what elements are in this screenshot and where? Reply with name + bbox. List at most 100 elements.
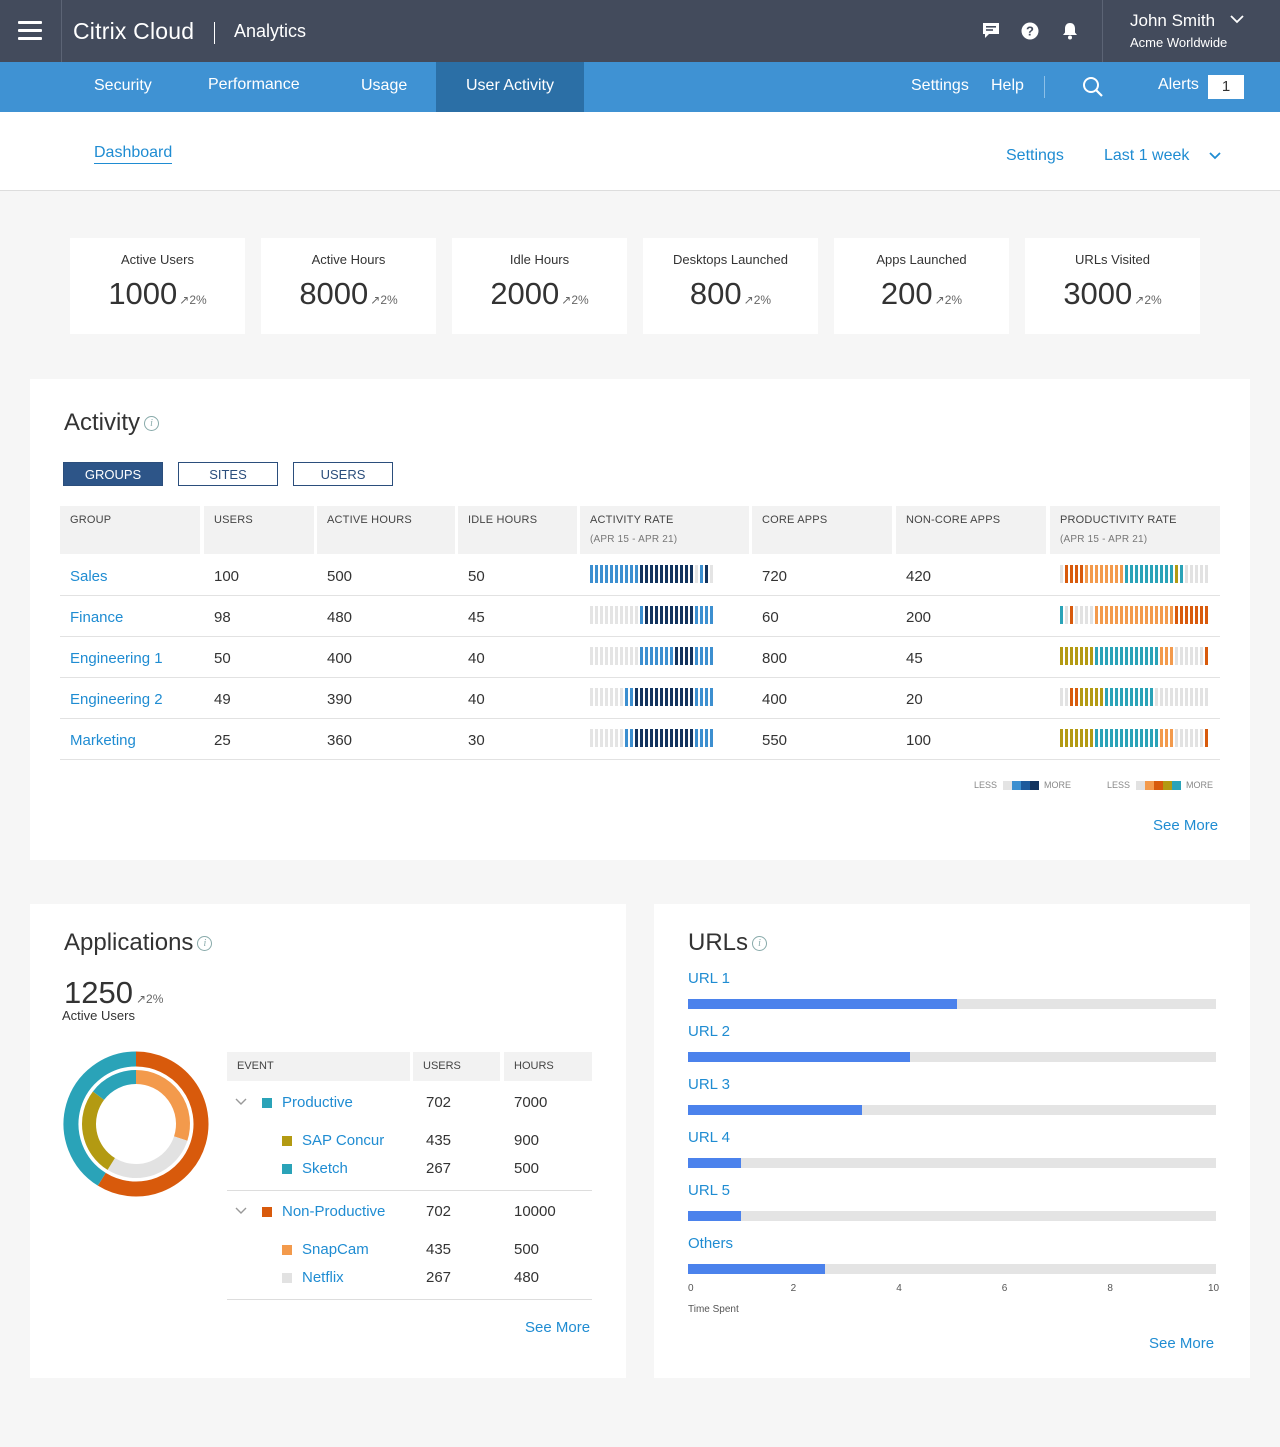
column-header[interactable]: IDLE HOURS: [458, 506, 577, 554]
kpi-card[interactable]: Idle Hours 2000 ↗2%: [452, 238, 627, 334]
donut-outer-segment[interactable]: [97, 1051, 209, 1197]
alerts-link[interactable]: Alerts: [1158, 76, 1199, 93]
idle-hours-cell: 45: [468, 609, 485, 626]
donut-inner-segment[interactable]: [82, 1091, 116, 1170]
dashboard-link[interactable]: Dashboard: [94, 144, 173, 164]
url-bar[interactable]: [688, 1158, 741, 1168]
url-link[interactable]: URL 4: [688, 1129, 730, 1146]
table-row[interactable]: Engineering 2 49 390 40 400 20: [60, 678, 1220, 719]
productivity-rate-bar: [1195, 606, 1198, 624]
url-link[interactable]: URL 3: [688, 1076, 730, 1093]
productivity-rate-bar: [1185, 565, 1188, 583]
activity-see-more-link[interactable]: See More: [1153, 817, 1219, 834]
url-link[interactable]: URL 2: [688, 1023, 730, 1040]
productivity-rate-bar: [1095, 688, 1098, 706]
url-bar-track: [688, 999, 1216, 1009]
applications-see-more-link[interactable]: See More: [525, 1319, 591, 1336]
hamburger-menu-icon[interactable]: [18, 21, 42, 41]
chevron-down-icon[interactable]: [1230, 14, 1244, 24]
tab-usage[interactable]: Usage: [361, 77, 408, 94]
chevron-down-icon[interactable]: [235, 1098, 247, 1106]
productivity-rate-bar: [1080, 606, 1083, 624]
tab-user-activity[interactable]: User Activity: [436, 62, 584, 112]
sites-toggle[interactable]: SITES: [178, 462, 278, 486]
period-dropdown[interactable]: Last 1 week: [1104, 147, 1190, 164]
help-link[interactable]: Help: [991, 77, 1024, 94]
table-row[interactable]: Finance 98 480 45 60 200: [60, 596, 1220, 637]
tab-performance[interactable]: Performance: [208, 76, 300, 93]
productivity-rate-bar: [1185, 688, 1188, 706]
productivity-rate-bars: [1060, 565, 1210, 583]
url-bar[interactable]: [688, 1052, 910, 1062]
table-row[interactable]: Sales 100 500 50 720 420: [60, 555, 1220, 596]
donut-inner-segment[interactable]: [92, 1070, 137, 1101]
kpi-card[interactable]: Desktops Launched 800 ↗2%: [643, 238, 818, 334]
column-header[interactable]: ACTIVITY RATE (APR 15 - APR 21): [580, 506, 749, 554]
url-bar[interactable]: [688, 1211, 741, 1221]
url-link[interactable]: URL 5: [688, 1182, 730, 1199]
bell-icon[interactable]: [1061, 22, 1079, 40]
settings-link[interactable]: Settings: [911, 77, 969, 94]
column-header[interactable]: PRODUCTIVITY RATE (APR 15 - APR 21): [1050, 506, 1220, 554]
kpi-card[interactable]: Active Hours 8000 ↗2%: [261, 238, 436, 334]
column-header[interactable]: USERS: [204, 506, 314, 554]
groups-toggle[interactable]: GROUPS: [63, 462, 163, 486]
info-icon[interactable]: i: [197, 936, 213, 952]
chevron-down-icon[interactable]: [235, 1207, 247, 1215]
table-row[interactable]: Marketing 25 360 30 550 100: [60, 719, 1220, 760]
productivity-rate-bar: [1100, 729, 1103, 747]
activity-rate-bar: [605, 729, 608, 747]
kpi-card[interactable]: Active Users 1000 ↗2%: [70, 238, 245, 334]
kpi-card[interactable]: URLs Visited 3000 ↗2%: [1025, 238, 1200, 334]
url-link[interactable]: Others: [688, 1235, 734, 1252]
info-icon[interactable]: i: [752, 936, 768, 952]
applications-title: Applications i: [64, 929, 213, 957]
productivity-rate-bar: [1115, 688, 1118, 706]
urls-see-more-link[interactable]: See More: [1149, 1335, 1215, 1352]
column-header[interactable]: NON-CORE APPS: [896, 506, 1046, 554]
activity-rate-bar: [655, 688, 658, 706]
search-icon[interactable]: [1082, 76, 1104, 98]
tab-security[interactable]: Security: [94, 77, 152, 94]
chat-icon[interactable]: [982, 22, 1000, 40]
help-icon[interactable]: ?: [1021, 22, 1039, 40]
url-link[interactable]: URL 1: [688, 970, 730, 987]
group-link[interactable]: Marketing: [70, 732, 136, 749]
column-header[interactable]: CORE APPS: [752, 506, 892, 554]
info-icon[interactable]: i: [144, 416, 160, 432]
users-toggle[interactable]: USERS: [293, 462, 393, 486]
category-link[interactable]: Productive: [282, 1094, 353, 1111]
url-bar[interactable]: [688, 1105, 863, 1115]
alerts-count-badge[interactable]: 1: [1208, 75, 1244, 99]
productivity-rate-bar: [1145, 565, 1148, 583]
donut-outer-segment[interactable]: [63, 1051, 137, 1186]
app-link[interactable]: SnapCam: [302, 1241, 369, 1258]
column-header[interactable]: ACTIVE HOURS: [317, 506, 455, 554]
app-link[interactable]: SAP Concur: [302, 1132, 385, 1149]
app-link[interactable]: Netflix: [302, 1269, 344, 1286]
donut-inner-segment[interactable]: [107, 1136, 188, 1178]
kpi-card[interactable]: Apps Launched 200 ↗2%: [834, 238, 1009, 334]
category-link[interactable]: Non-Productive: [282, 1203, 386, 1220]
kpi-delta: ↗2%: [370, 293, 398, 307]
url-bar[interactable]: [688, 999, 958, 1009]
table-row[interactable]: Engineering 1 50 400 40 800 45: [60, 637, 1220, 678]
productivity-rate-bar: [1085, 565, 1088, 583]
group-link[interactable]: Engineering 2: [70, 691, 163, 708]
column-header[interactable]: USERS: [413, 1052, 500, 1081]
column-header[interactable]: EVENT: [227, 1052, 410, 1081]
chevron-down-icon[interactable]: [1209, 152, 1221, 160]
url-bar[interactable]: [688, 1264, 826, 1274]
group-link[interactable]: Engineering 1: [70, 650, 163, 667]
url-bar-track: [688, 1105, 1216, 1115]
user-name[interactable]: John Smith: [1130, 11, 1216, 30]
column-header[interactable]: HOURS: [504, 1052, 592, 1081]
app-link[interactable]: Sketch: [302, 1160, 348, 1177]
group-link[interactable]: Sales: [70, 568, 108, 585]
settings-link[interactable]: Settings: [1006, 147, 1064, 164]
donut-inner-segment[interactable]: [135, 1070, 190, 1141]
group-link[interactable]: Finance: [70, 609, 124, 626]
active-hours-cell: 400: [327, 650, 353, 667]
app-color-swatch: [282, 1136, 292, 1146]
column-header[interactable]: GROUP: [60, 506, 200, 554]
